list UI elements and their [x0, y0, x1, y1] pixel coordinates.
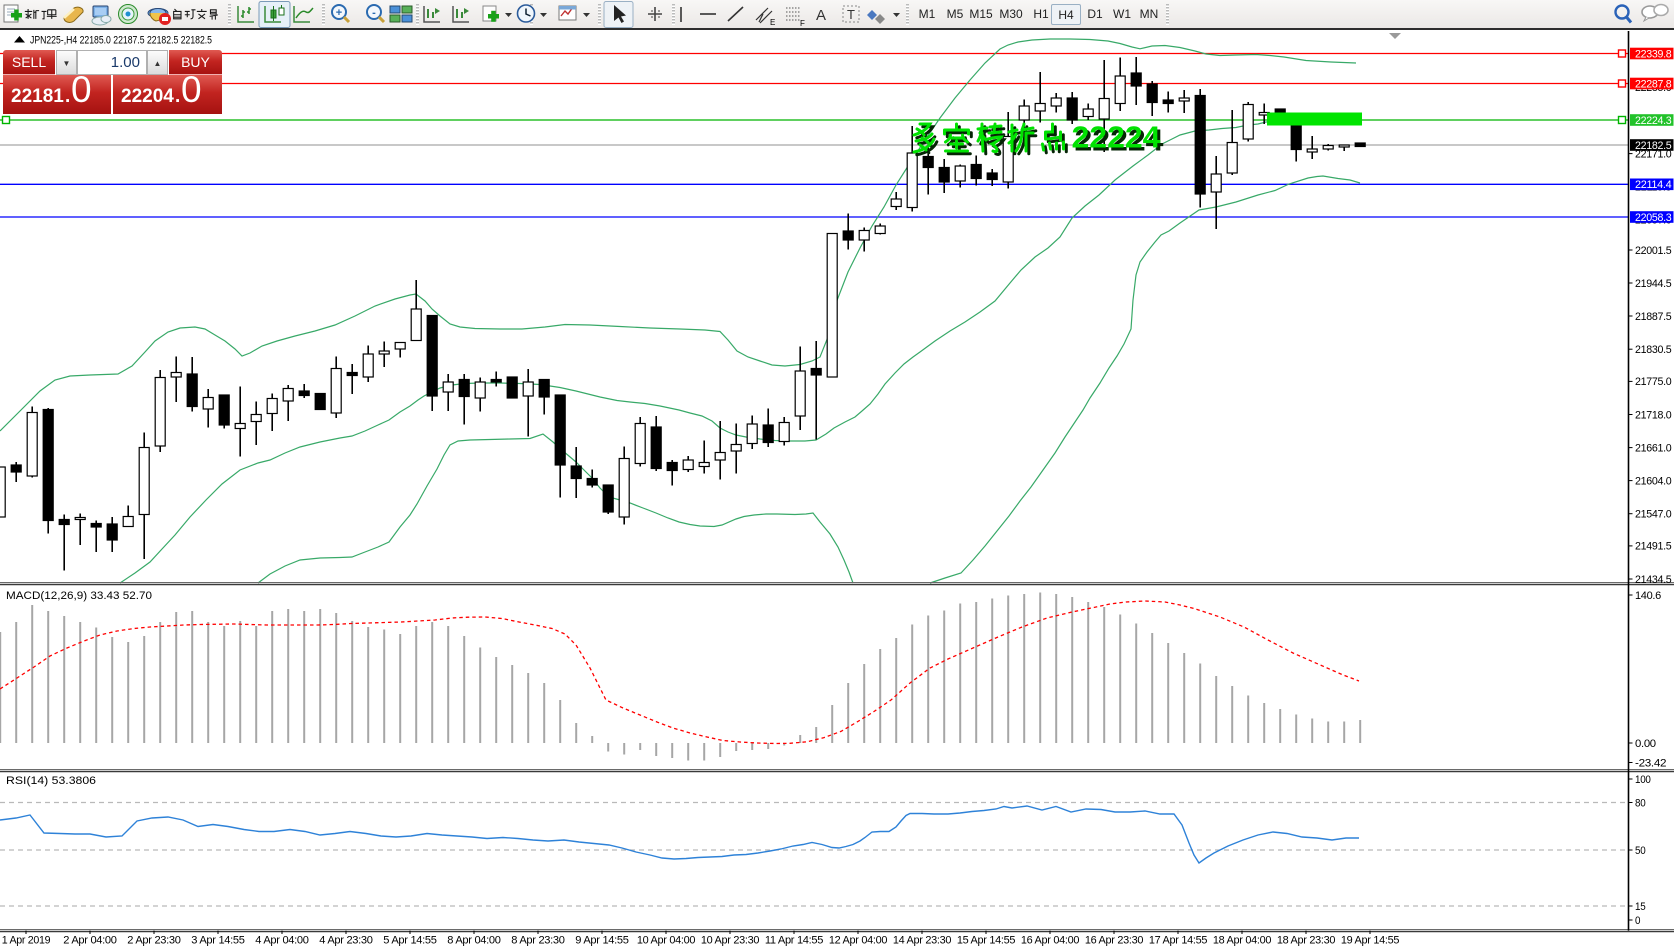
svg-text:21775.0: 21775.0 — [1635, 376, 1672, 388]
svg-text:22114.4: 22114.4 — [1635, 179, 1672, 191]
svg-text:22182.5: 22182.5 — [1635, 140, 1672, 152]
svg-text:15 Apr 14:55: 15 Apr 14:55 — [957, 935, 1015, 947]
svg-text:22224: 22224 — [1072, 121, 1161, 155]
svg-text:21718.0: 21718.0 — [1635, 409, 1672, 421]
svg-text:4 Apr 23:30: 4 Apr 23:30 — [319, 935, 373, 947]
svg-text:12 Apr 04:00: 12 Apr 04:00 — [829, 935, 887, 947]
svg-text:80: 80 — [1635, 797, 1646, 809]
svg-text:22171.0: 22171.0 — [1635, 148, 1672, 160]
svg-text:21434.5: 21434.5 — [1635, 574, 1672, 586]
svg-text:21830.5: 21830.5 — [1635, 344, 1672, 356]
svg-text:-23.42: -23.42 — [1635, 757, 1667, 769]
svg-text:100: 100 — [1635, 774, 1651, 786]
svg-text:JPN225-,H4 22185.0 22187.5 22: JPN225-,H4 22185.0 22187.5 22182.5 22182… — [30, 35, 212, 47]
svg-text:F: F — [800, 19, 805, 28]
svg-text:14 Apr 23:30: 14 Apr 23:30 — [893, 935, 951, 947]
svg-text:21547.0: 21547.0 — [1635, 509, 1672, 521]
svg-text:22287.8: 22287.8 — [1635, 78, 1672, 90]
svg-text:15: 15 — [1635, 901, 1646, 913]
svg-text:22339.8: 22339.8 — [1635, 48, 1672, 60]
svg-text:E: E — [770, 18, 775, 27]
svg-text:50: 50 — [1635, 845, 1646, 857]
svg-text:22224.3: 22224.3 — [1635, 115, 1672, 127]
svg-text:+: + — [336, 7, 342, 19]
svg-text:10 Apr 04:00: 10 Apr 04:00 — [637, 935, 695, 947]
svg-text:9 Apr 14:55: 9 Apr 14:55 — [575, 935, 629, 947]
svg-text:22058.3: 22058.3 — [1635, 212, 1672, 224]
svg-text:2 Apr 23:30: 2 Apr 23:30 — [127, 935, 181, 947]
svg-text:16 Apr 04:00: 16 Apr 04:00 — [1021, 935, 1079, 947]
svg-text:2 Apr 04:00: 2 Apr 04:00 — [63, 935, 117, 947]
svg-text:21661.0: 21661.0 — [1635, 442, 1672, 454]
svg-text:17 Apr 14:55: 17 Apr 14:55 — [1149, 935, 1207, 947]
svg-text:22001.5: 22001.5 — [1635, 245, 1672, 257]
svg-text:T: T — [847, 7, 855, 22]
svg-text:MACD(12,26,9) 33.43 52.70: MACD(12,26,9) 33.43 52.70 — [6, 590, 152, 602]
svg-text:11 Apr 14:55: 11 Apr 14:55 — [765, 935, 823, 947]
svg-text:21604.0: 21604.0 — [1635, 475, 1672, 487]
svg-text:RSI(14) 53.3806: RSI(14) 53.3806 — [6, 775, 96, 787]
svg-text:16 Apr 23:30: 16 Apr 23:30 — [1085, 935, 1143, 947]
svg-text:19 Apr 14:55: 19 Apr 14:55 — [1341, 935, 1399, 947]
svg-text:-: - — [372, 7, 376, 19]
svg-text:18 Apr 23:30: 18 Apr 23:30 — [1277, 935, 1335, 947]
svg-text:21887.5: 21887.5 — [1635, 311, 1672, 323]
svg-text:8 Apr 04:00: 8 Apr 04:00 — [447, 935, 501, 947]
svg-text:8 Apr 23:30: 8 Apr 23:30 — [511, 935, 565, 947]
svg-text:21944.5: 21944.5 — [1635, 278, 1672, 290]
svg-text:18 Apr 04:00: 18 Apr 04:00 — [1213, 935, 1271, 947]
svg-text:4 Apr 04:00: 4 Apr 04:00 — [255, 935, 309, 947]
svg-text:0.00: 0.00 — [1635, 738, 1656, 750]
svg-text:3 Apr 14:55: 3 Apr 14:55 — [191, 935, 245, 947]
svg-text:A: A — [816, 7, 826, 24]
svg-text:140.6: 140.6 — [1635, 590, 1661, 602]
svg-text:21491.5: 21491.5 — [1635, 541, 1672, 553]
svg-text:22224: 22224 — [1075, 124, 1164, 158]
svg-text:1 Apr 2019: 1 Apr 2019 — [2, 935, 51, 947]
svg-text:5 Apr 14:55: 5 Apr 14:55 — [383, 935, 437, 947]
svg-text:0: 0 — [1635, 915, 1640, 927]
svg-text:10 Apr 23:30: 10 Apr 23:30 — [701, 935, 759, 947]
